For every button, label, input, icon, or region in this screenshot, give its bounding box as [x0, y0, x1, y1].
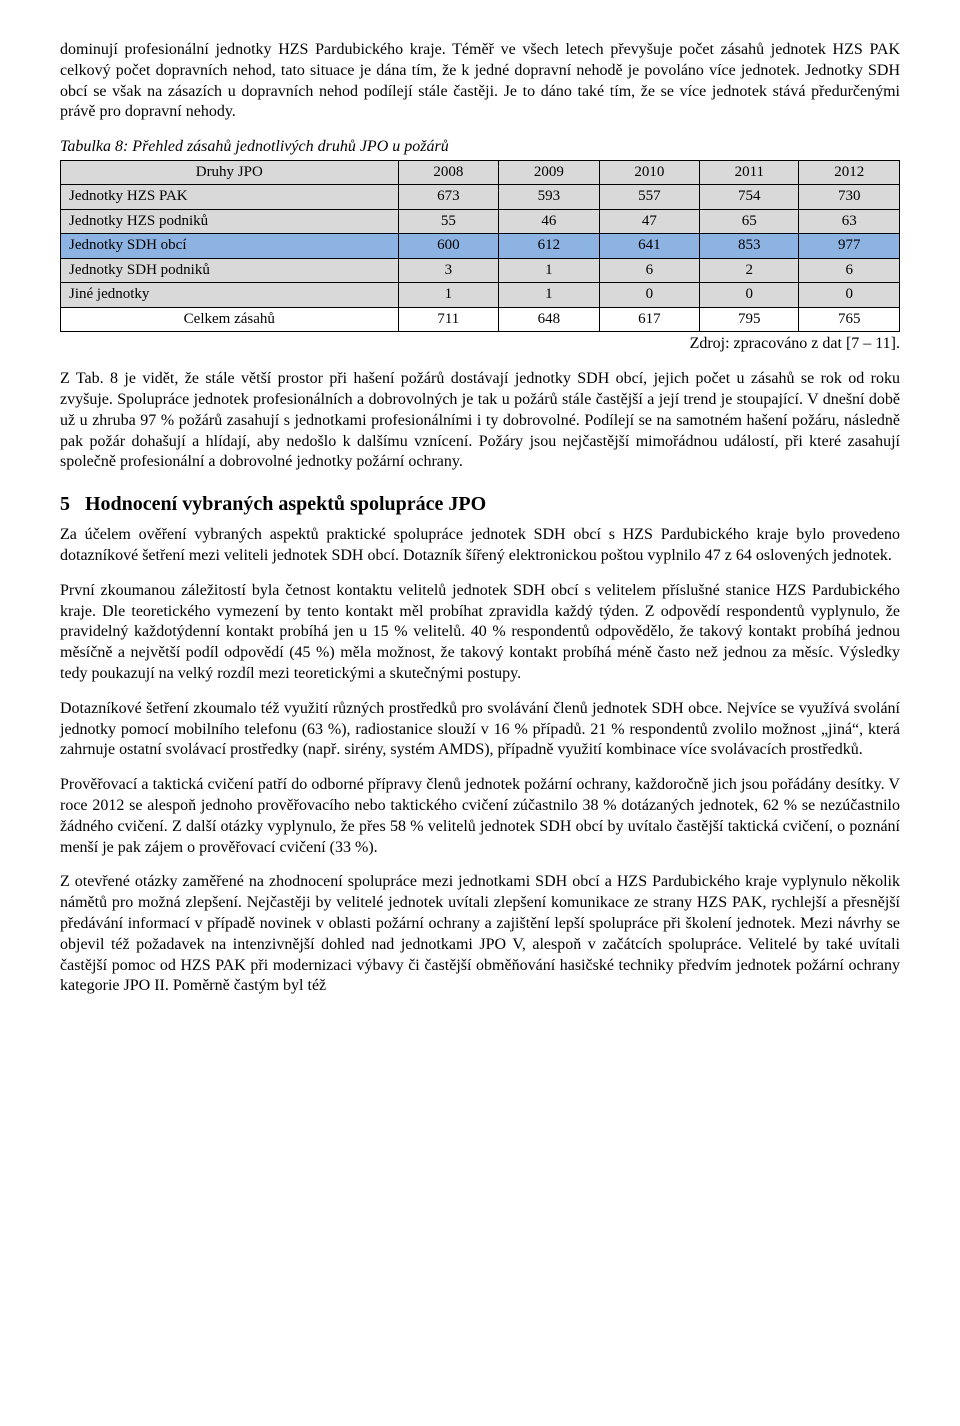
table-cell-value: 754 [700, 185, 799, 210]
table-cell-label: Jednotky HZS podniků [61, 209, 399, 234]
table-jpo-overview: Druhy JPO 2008 2009 2010 2011 2012 Jedno… [60, 160, 900, 333]
table-cell-value: 795 [700, 307, 799, 332]
table-row: Celkem zásahů711648617795765 [61, 307, 900, 332]
table-header-year: 2012 [799, 160, 900, 185]
table-cell-value: 617 [599, 307, 700, 332]
table-header-year: 2009 [499, 160, 600, 185]
table-source: Zdroj: zpracováno z dat [7 – 11]. [60, 334, 900, 355]
table-cell-value: 65 [700, 209, 799, 234]
paragraph-s5-5: Z otevřené otázky zaměřené na zhodnocení… [60, 872, 900, 997]
table-cell-label: Celkem zásahů [61, 307, 399, 332]
table-cell-label: Jednotky SDH obcí [61, 234, 399, 259]
table-cell-value: 711 [398, 307, 499, 332]
table-cell-value: 600 [398, 234, 499, 259]
table-header-year: 2011 [700, 160, 799, 185]
table-cell-value: 1 [398, 283, 499, 308]
paragraph-s5-3: Dotazníkové šetření zkoumalo též využití… [60, 699, 900, 761]
table-cell-value: 2 [700, 258, 799, 283]
table-cell-value: 3 [398, 258, 499, 283]
table-cell-value: 612 [499, 234, 600, 259]
table-row: Jednotky SDH podniků31626 [61, 258, 900, 283]
table-cell-value: 55 [398, 209, 499, 234]
table-row: Jednotky HZS PAK673593557754730 [61, 185, 900, 210]
table-row: Jednotky HZS podniků5546476563 [61, 209, 900, 234]
table-caption: Tabulka 8: Přehled zásahů jednotlivých d… [60, 137, 900, 158]
section-number: 5 [60, 493, 70, 515]
table-cell-value: 977 [799, 234, 900, 259]
table-cell-value: 0 [599, 283, 700, 308]
table-row: Jiné jednotky11000 [61, 283, 900, 308]
table-cell-value: 0 [700, 283, 799, 308]
paragraph-intro: dominují profesionální jednotky HZS Pard… [60, 40, 900, 123]
table-row: Jednotky SDH obcí600612641853977 [61, 234, 900, 259]
paragraph-after-table: Z Tab. 8 je vidět, že stále větší prosto… [60, 369, 900, 473]
table-cell-value: 641 [599, 234, 700, 259]
table-cell-value: 673 [398, 185, 499, 210]
table-cell-value: 648 [499, 307, 600, 332]
section-title: Hodnocení vybraných aspektů spolupráce J… [85, 493, 486, 515]
paragraph-s5-2: První zkoumanou záležitostí byla četnost… [60, 581, 900, 685]
table-cell-label: Jednotky SDH podniků [61, 258, 399, 283]
table-header-year: 2008 [398, 160, 499, 185]
table-cell-value: 765 [799, 307, 900, 332]
table-cell-value: 0 [799, 283, 900, 308]
table-cell-value: 557 [599, 185, 700, 210]
table-cell-value: 6 [799, 258, 900, 283]
table-header-year: 2010 [599, 160, 700, 185]
table-cell-value: 593 [499, 185, 600, 210]
table-cell-value: 1 [499, 283, 600, 308]
table-header-row: Druhy JPO 2008 2009 2010 2011 2012 [61, 160, 900, 185]
paragraph-s5-1: Za účelem ověření vybraných aspektů prak… [60, 525, 900, 567]
paragraph-s5-4: Prověřovací a taktická cvičení patří do … [60, 775, 900, 858]
table-cell-value: 6 [599, 258, 700, 283]
table-cell-value: 63 [799, 209, 900, 234]
table-cell-value: 730 [799, 185, 900, 210]
table-cell-value: 1 [499, 258, 600, 283]
table-cell-label: Jednotky HZS PAK [61, 185, 399, 210]
table-cell-value: 853 [700, 234, 799, 259]
table-cell-value: 47 [599, 209, 700, 234]
section-5-heading: 5 Hodnocení vybraných aspektů spolupráce… [60, 491, 900, 517]
table-cell-value: 46 [499, 209, 600, 234]
table-header-label: Druhy JPO [61, 160, 399, 185]
table-cell-label: Jiné jednotky [61, 283, 399, 308]
